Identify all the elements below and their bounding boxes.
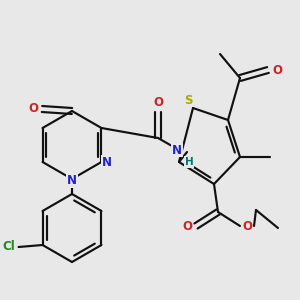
Text: O: O (153, 97, 163, 110)
Text: O: O (272, 64, 282, 76)
Text: N: N (101, 155, 111, 169)
Text: O: O (242, 220, 252, 232)
Text: H: H (184, 157, 194, 167)
Text: N: N (172, 143, 182, 157)
Text: N: N (67, 175, 77, 188)
Text: O: O (28, 103, 38, 116)
Text: S: S (184, 94, 192, 106)
Text: Cl: Cl (2, 241, 15, 254)
Text: O: O (182, 220, 192, 232)
